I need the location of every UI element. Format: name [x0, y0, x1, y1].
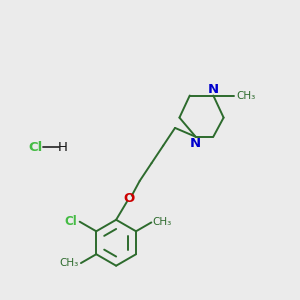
Text: CH₃: CH₃ [236, 91, 255, 100]
Text: Cl: Cl [65, 215, 78, 228]
Text: N: N [208, 82, 219, 95]
Text: Cl: Cl [28, 141, 42, 154]
Text: N: N [190, 137, 201, 150]
Text: CH₃: CH₃ [153, 218, 172, 227]
Text: H: H [58, 141, 68, 154]
Text: CH₃: CH₃ [60, 258, 79, 268]
Text: O: O [124, 192, 135, 205]
